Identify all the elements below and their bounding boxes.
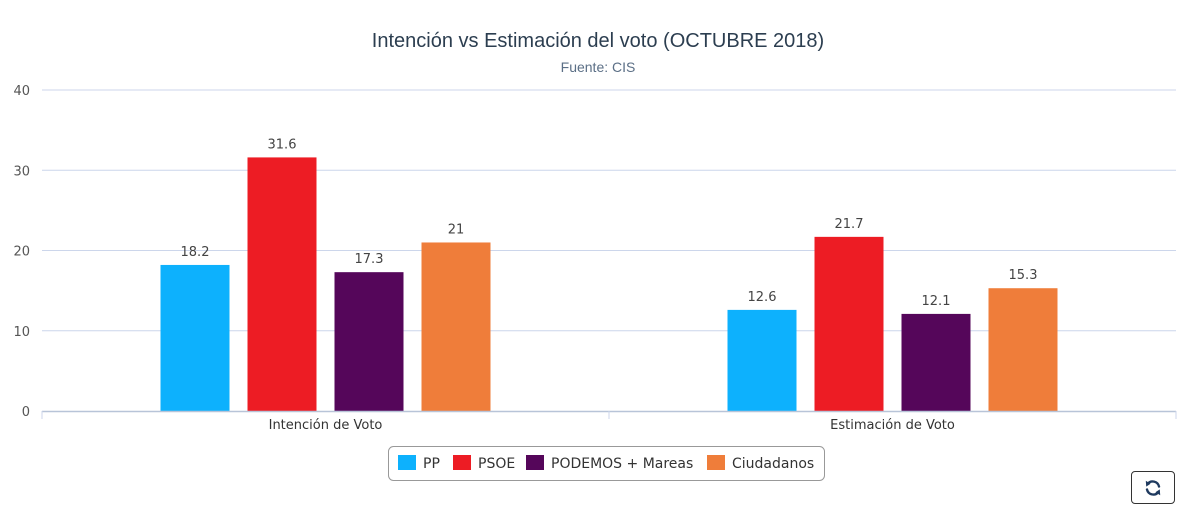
bar[interactable] [160,264,230,411]
x-category-label: Intención de Voto [269,418,383,433]
bars: 18.2 12.6 31.6 21.7 17.3 12.1 21 15.3 [160,137,1058,411]
x-category-label: Estimación de Voto [830,418,955,433]
y-axis: 0 10 20 30 40 [13,84,30,420]
y-tick-label: 0 [22,405,30,420]
legend-swatch[interactable] [398,455,416,470]
legend-label[interactable]: Ciudadanos [732,456,814,472]
y-tick-label: 10 [13,325,30,340]
refresh-icon [1145,479,1161,496]
legend-swatch[interactable] [453,455,471,470]
bar[interactable] [727,309,797,411]
bar[interactable] [988,288,1058,411]
data-label: 18.2 [181,245,210,260]
y-tick-label: 20 [13,245,30,260]
legend-label[interactable]: PSOE [478,456,515,472]
data-label: 12.1 [922,294,951,309]
bar[interactable] [901,313,971,411]
legend-label[interactable]: PODEMOS + Mareas [551,456,693,472]
gridlines [42,89,1176,332]
chart-subtitle: Fuente: CIS [561,59,636,75]
data-label: 31.6 [268,137,297,152]
legend-label[interactable]: PP [423,456,440,472]
bar[interactable] [247,157,317,411]
x-axis: Intención de Voto Estimación de Voto [41,410,1177,433]
bar[interactable] [814,236,884,411]
data-label: 21 [448,222,465,237]
data-label: 21.7 [835,217,864,232]
bar[interactable] [421,242,491,411]
bar[interactable] [334,272,404,411]
legend-swatch[interactable] [707,455,725,470]
data-label: 12.6 [748,290,777,305]
refresh-button[interactable] [1131,471,1175,504]
y-tick-label: 40 [13,84,30,99]
chart-title: Intención vs Estimación del voto (OCTUBR… [372,30,824,52]
legend[interactable]: PP PSOE PODEMOS + Mareas Ciudadanos [388,446,825,481]
legend-swatch[interactable] [526,455,544,470]
data-label: 17.3 [355,252,384,267]
data-label: 15.3 [1009,268,1038,283]
y-tick-label: 30 [13,164,30,179]
